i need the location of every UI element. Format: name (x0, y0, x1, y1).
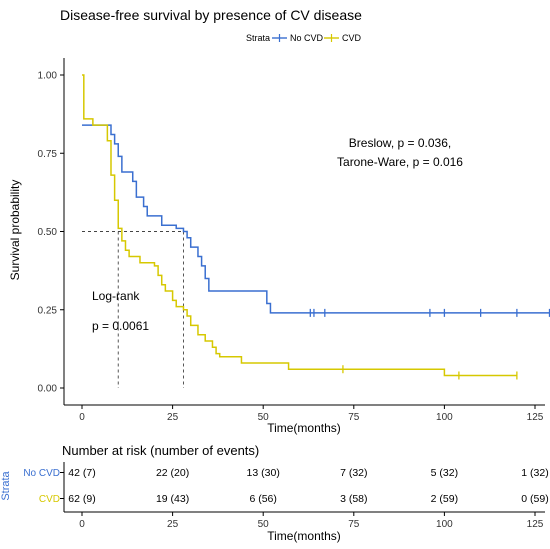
risk-cell: 22 (20) (156, 467, 189, 479)
risk-x-tick-label: 75 (348, 519, 360, 530)
y-tick-label: 0.25 (38, 305, 58, 316)
survival-curves (82, 74, 550, 380)
risk-x-tick-label: 0 (79, 519, 85, 530)
risk-row-label: No CVD (23, 468, 60, 479)
y-tick-label: 1.00 (38, 71, 58, 82)
x-ticks: 0 25 50 75 100 125 (79, 405, 544, 423)
risk-cell: 13 (30) (247, 467, 280, 479)
risk-cell: 62 (9) (68, 493, 95, 505)
survival-line-cvd (82, 74, 517, 377)
legend-label-no-cvd: No CVD (290, 33, 324, 43)
x-tick-label: 75 (348, 412, 360, 423)
risk-table-x-ticks: 0 25 50 75 100 125 (79, 512, 544, 530)
risk-table-strata-label: Strata (0, 470, 12, 500)
risk-row-label: CVD (39, 494, 60, 505)
logrank-annotation: Log-rank (92, 289, 140, 303)
y-ticks: 0.00 0.25 0.50 0.75 1.00 (38, 71, 64, 395)
x-tick-label: 0 (79, 412, 85, 423)
risk-x-tick-label: 100 (436, 519, 453, 530)
risk-x-tick-label: 50 (258, 519, 270, 530)
risk-cell: 19 (43) (156, 493, 189, 505)
legend: Strata No CVD CVD (246, 33, 362, 43)
y-tick-label: 0.75 (38, 149, 58, 160)
tarone-ware-annotation: Tarone-Ware, p = 0.016 (337, 155, 463, 169)
breslow-annotation: Breslow, p = 0.036, (349, 136, 451, 150)
risk-cell: 42 (7) (68, 467, 95, 479)
x-tick-label: 25 (167, 412, 179, 423)
risk-cell: 2 (59) (431, 493, 458, 505)
risk-cell: 5 (32) (431, 467, 458, 479)
survival-line-no-cvd (82, 124, 550, 314)
x-tick-label: 100 (436, 412, 453, 423)
risk-cell: 0 (59) (521, 493, 548, 505)
risk-cell: 3 (58) (340, 493, 367, 505)
risk-cell: 1 (32) (521, 467, 548, 479)
risk-table-rows: No CVD 42 (7) 22 (20) 13 (30) 7 (32) 5 (32) 1 … (23, 467, 548, 505)
risk-cell: 6 (56) (249, 493, 276, 505)
chart-title: Disease-free survival by presence of CV … (60, 7, 362, 23)
risk-cell: 7 (32) (340, 467, 367, 479)
risk-table-x-label: Time(months) (267, 529, 341, 543)
risk-x-tick-label: 125 (527, 519, 544, 530)
x-tick-label: 50 (258, 412, 270, 423)
legend-label-cvd: CVD (342, 33, 362, 43)
risk-x-tick-label: 25 (167, 519, 179, 530)
x-axis-label: Time(months) (267, 421, 341, 435)
x-tick-label: 125 (527, 412, 544, 423)
risk-table-title: Number at risk (number of events) (62, 443, 259, 458)
logrank-p-annotation: p = 0.0061 (92, 319, 149, 333)
legend-title: Strata (246, 33, 270, 43)
y-tick-label: 0.00 (38, 384, 58, 395)
y-axis-label: Survival probability (8, 180, 22, 281)
y-tick-label: 0.50 (38, 227, 58, 238)
median-lines (82, 231, 184, 388)
